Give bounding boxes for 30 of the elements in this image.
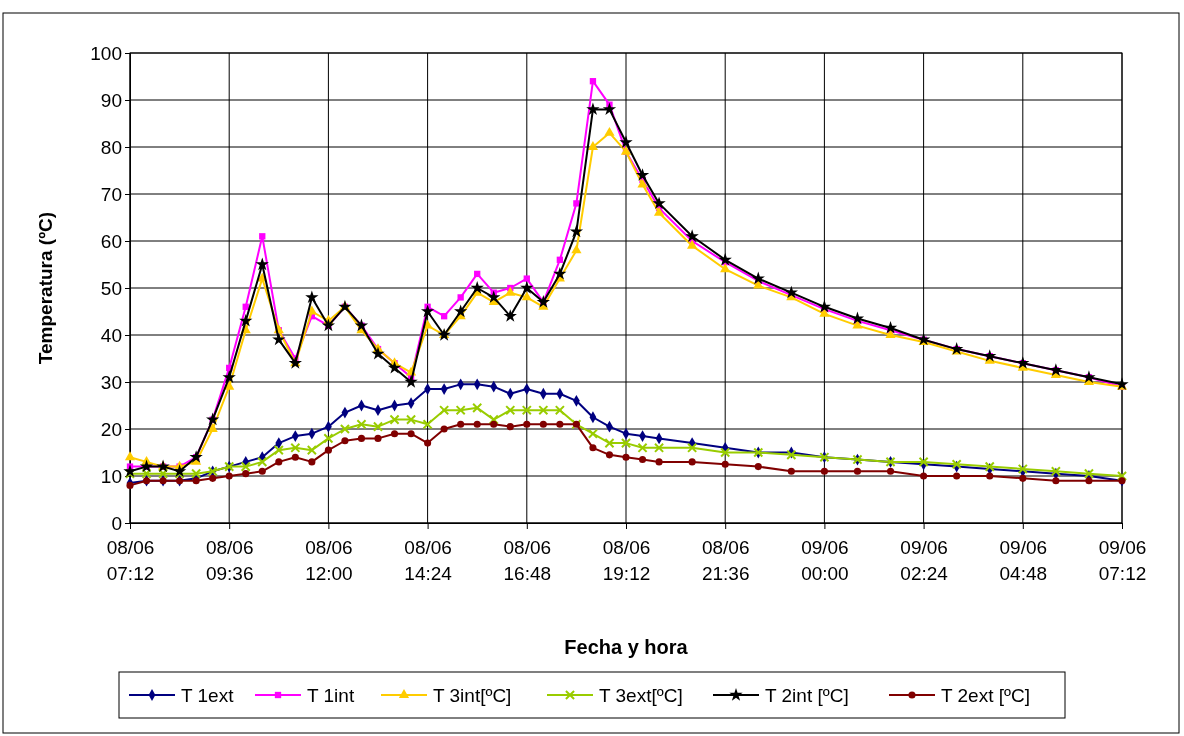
y-tick-label: 70 [100,183,122,205]
legend-label: T 1int [307,685,355,706]
y-tick-label: 100 [90,42,122,64]
y-tick-label: 40 [100,324,122,346]
legend-label: T 1ext [181,685,235,706]
y-tick-label: 90 [100,89,122,111]
y-tick-label: 20 [100,418,122,440]
x-tick-label: 09/06 02:24 [900,537,949,584]
legend-label: T 2int [ºC] [765,685,849,706]
y-tick-label: 0 [111,512,122,534]
x-tick-label: 09/06 07:12 [1098,537,1147,584]
y-tick-label: 30 [100,371,122,393]
x-tick-label: 08/06 07:12 [106,537,155,584]
x-tick-label: 09/06 04:48 [999,537,1048,584]
x-tick-label: 08/06 21:36 [701,537,750,584]
x-tick-label: 08/06 12:00 [305,537,353,584]
legend-label: T 3int[ºC] [433,685,512,706]
x-tick-label: 09/06 00:00 [801,537,849,584]
y-axis-title: Temperatura (ºC) [35,211,56,365]
y-tick-label: 60 [100,230,122,252]
x-tick-label: 08/06 14:24 [404,537,453,584]
x-tick-label: 08/06 19:12 [602,537,651,584]
y-tick-label: 10 [100,465,122,487]
legend-label: T 3ext[ºC] [599,685,683,706]
x-tick-label: 08/06 09:36 [205,537,254,584]
legend-label: T 2ext [ºC] [941,685,1030,706]
y-tick-label: 50 [100,277,122,299]
x-axis-title: Fecha y hora [564,636,689,658]
x-tick-label: 08/06 16:48 [503,537,552,584]
y-tick-label: 80 [100,136,122,158]
